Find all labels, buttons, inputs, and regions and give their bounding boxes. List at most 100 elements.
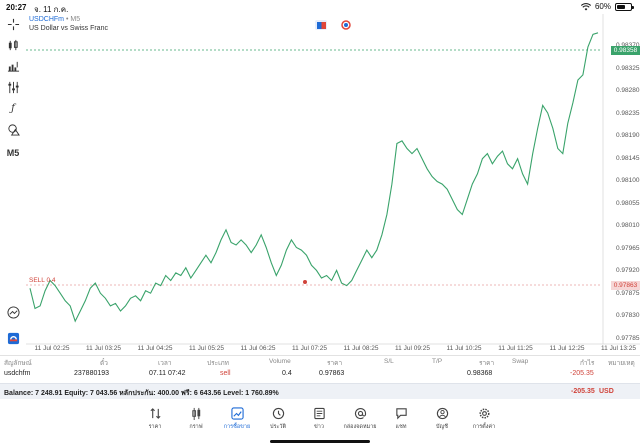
time-axis-label: 11 Jul 12:25 <box>549 345 585 352</box>
position-symbol: usdchfm <box>4 370 31 377</box>
nav-settings[interactable]: การตั้งค่า <box>464 407 504 431</box>
position-type: sell <box>220 370 231 377</box>
sell-price-tag: 0.97863 <box>611 281 640 290</box>
position-current-price: 0.98368 <box>467 370 493 377</box>
status-date: จ. 11 ก.ค. <box>34 5 69 14</box>
total-profit: -205.35 <box>571 388 595 395</box>
price-axis-label: 0.98235 <box>616 109 640 117</box>
price-axis-label: 0.97965 <box>616 244 640 252</box>
time-axis-label: 11 Jul 07:25 <box>292 345 327 352</box>
objects-icon[interactable] <box>5 121 21 137</box>
nav-news[interactable]: ข่าว <box>299 407 339 431</box>
time-axis-label: 11 Jul 04:25 <box>137 345 173 352</box>
nav-chart[interactable]: กราฟ <box>176 407 216 431</box>
battery-fill <box>617 4 625 9</box>
time-axis-label: 11 Jul 10:25 <box>446 345 482 352</box>
wifi-icon <box>580 2 591 10</box>
bottom-nav: ราคา กราฟ การซื้อขาย ประวัติ ข่าว กล่องจ… <box>0 401 640 447</box>
one-click-trading-icon[interactable] <box>315 20 327 30</box>
time-axis-label: 11 Jul 08:25 <box>343 345 379 352</box>
price-axis-label: 0.98100 <box>616 177 640 184</box>
position-time: 07.11 07:42 <box>149 370 186 377</box>
col-profit: กำไร <box>580 360 595 367</box>
battery-icon <box>615 2 634 11</box>
col-sl: S/L <box>384 358 394 365</box>
chart-canvas[interactable] <box>26 14 640 355</box>
col-current-price: ราคา <box>479 360 495 367</box>
broker-logo-icon[interactable] <box>5 330 21 346</box>
col-symbol: สัญลักษณ์ <box>4 360 32 367</box>
price-axis-label: 0.98145 <box>616 154 640 162</box>
position-volume: 0.4 <box>282 370 292 377</box>
account-currency: USD <box>599 388 614 395</box>
home-indicator <box>270 440 370 443</box>
mailbox-at-icon <box>354 408 366 420</box>
status-time: 20:27 <box>6 3 27 12</box>
market-status-icon[interactable] <box>340 20 352 30</box>
account-user-icon <box>436 407 448 420</box>
nav-history[interactable]: ประวัติ <box>258 407 298 431</box>
nav-label: ราคา <box>148 424 162 430</box>
nav-mailbox[interactable]: กล่องจดหมาย <box>340 407 380 431</box>
symbol-timeframe: M5 <box>70 16 81 23</box>
price-line <box>29 32 599 323</box>
nav-account[interactable]: บัญชี <box>422 407 462 431</box>
price-chart[interactable]: USDCHFm • M5 US Dollar vs Swiss Franc SE… <box>26 14 640 355</box>
symbol-description: US Dollar vs Swiss Franc <box>29 25 108 32</box>
nav-label: การซื้อขาย <box>223 424 251 430</box>
balance-text: Balance: 7 248.91 Equity: 7 043.56 หลักป… <box>4 390 279 397</box>
candles-icon <box>191 407 200 420</box>
col-tp: T/P <box>432 358 443 365</box>
time-axis-label: 11 Jul 05:25 <box>189 345 224 352</box>
col-ticket: ตั๋ว <box>100 360 108 367</box>
price-axis-label: 0.97830 <box>616 312 640 319</box>
position-row[interactable]: usdchfm 237880193 07.11 07:42 sell 0.4 0… <box>0 367 640 381</box>
nav-quotes[interactable]: ราคา <box>135 407 175 431</box>
col-comment: หมายเหตุ <box>608 360 635 367</box>
nav-label: แชท <box>395 424 407 430</box>
time-axis-label: 11 Jul 09:25 <box>395 345 430 352</box>
chat-bubble-icon <box>395 408 407 420</box>
position-ticket: 237880193 <box>74 370 110 377</box>
sliders-icon[interactable] <box>5 79 21 95</box>
title-separator: • <box>65 16 69 23</box>
price-axis-label: 0.98325 <box>616 64 640 72</box>
time-axis-label: 11 Jul 02:25 <box>34 345 70 352</box>
nav-label: กล่องจดหมาย <box>343 424 377 430</box>
price-axis-label: 0.98055 <box>616 199 640 207</box>
nav-label: บัญชี <box>436 424 448 430</box>
function-icon[interactable]: ƒ <box>11 102 15 114</box>
nav-label: ประวัติ <box>269 424 287 430</box>
symbol-name: USDCHFm <box>29 16 64 23</box>
col-price: ราคา <box>327 360 343 367</box>
status-bar: 20:27 จ. 11 ก.ค. 60% <box>0 0 640 14</box>
candle-type-icon[interactable] <box>5 37 21 53</box>
nav-label: กราฟ <box>189 424 203 430</box>
chart-toolbar: ƒ M5 <box>0 14 26 349</box>
time-axis-label: 11 Jul 03:25 <box>86 345 121 352</box>
position-open-price: 0.97863 <box>319 370 345 377</box>
price-axis-label: 0.98370 <box>616 42 640 49</box>
col-type: ประเภท <box>207 360 229 367</box>
timeframe-button[interactable]: M5 <box>6 148 20 158</box>
trade-chart-icon <box>230 407 244 420</box>
price-axis-label: 0.98010 <box>616 222 640 229</box>
time-axis-label: 11 Jul 13:25 <box>601 345 636 352</box>
col-swap: Swap <box>512 358 529 365</box>
settings-gear-icon <box>478 408 490 419</box>
price-axis-label: 0.97785 <box>616 334 640 342</box>
nav-chat[interactable]: แชท <box>381 407 421 431</box>
sell-entry-marker[interactable] <box>303 280 307 284</box>
price-axis-label: 0.98280 <box>616 87 640 94</box>
current-price-tag: 0.98358 <box>611 46 640 55</box>
history-clock-icon <box>272 407 284 420</box>
price-axis-label: 0.97875 <box>616 289 640 297</box>
nav-trade[interactable]: การซื้อขาย <box>217 407 257 431</box>
positions-table-header: สัญลักษณ์ ตั๋ว เวลา ประเภท Volume ราคา S… <box>0 355 640 367</box>
trade-signal-icon[interactable] <box>5 304 21 320</box>
indicators-icon[interactable] <box>5 58 21 74</box>
sell-line-label[interactable]: SELL 0.4 <box>29 277 56 284</box>
news-icon <box>313 407 325 420</box>
crosshair-icon[interactable] <box>5 16 21 32</box>
chart-symbol-title: USDCHFm • M5 <box>29 16 80 23</box>
